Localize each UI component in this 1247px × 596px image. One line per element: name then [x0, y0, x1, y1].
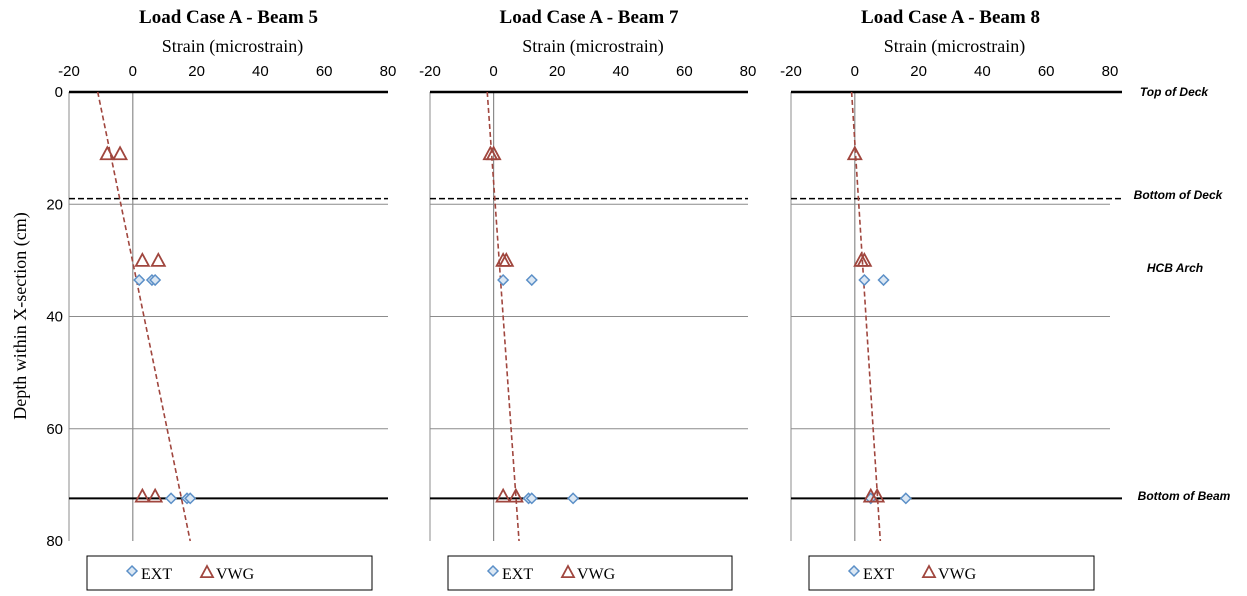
ext-point	[133, 273, 146, 287]
vwg-point	[134, 251, 151, 267]
x-tick-label: 0	[851, 63, 859, 80]
legend-ext-icon	[125, 564, 139, 578]
chart-title: Load Case A - Beam 8	[861, 7, 1040, 28]
x-tick-label: 0	[489, 63, 497, 80]
x-axis-label: Strain (microstrain)	[884, 36, 1025, 57]
x-tick-label: 20	[910, 63, 927, 80]
annotation-bottom-of-beam: Bottom of Beam	[1138, 489, 1231, 503]
chart-title: Load Case A - Beam 7	[500, 7, 679, 28]
y-axis-label: Depth within X-section (cm)	[10, 212, 31, 419]
legend-ext-icon	[847, 564, 861, 578]
legend-ext-icon	[486, 564, 500, 578]
vwg-point	[112, 145, 129, 161]
ext-point	[165, 492, 178, 505]
ext-point	[149, 273, 162, 287]
trendline	[486, 91, 520, 542]
vwg-point	[495, 487, 512, 503]
y-tick-label: 60	[46, 421, 63, 438]
y-tick-label: 20	[46, 196, 63, 213]
vwg-point	[150, 251, 167, 267]
x-axis-label: Strain (microstrain)	[162, 36, 303, 57]
x-tick-label: 40	[252, 63, 269, 80]
legend-vwg-icon	[921, 564, 937, 578]
x-tick-label: 20	[549, 63, 566, 80]
vwg-point	[856, 251, 873, 267]
y-tick-label: 0	[55, 84, 63, 101]
annotation-top-of-deck: Top of Deck	[1140, 85, 1210, 99]
chart-title: Load Case A - Beam 5	[139, 7, 318, 28]
x-axis-label: Strain (microstrain)	[522, 36, 663, 57]
chart-panel-1: Load Case A - Beam 5 Strain (microstrain)…	[46, 7, 397, 591]
ext-point	[497, 273, 510, 287]
legend-ext-label: EXT	[502, 566, 533, 583]
x-tick-label: 60	[1038, 63, 1055, 80]
trendline	[96, 91, 192, 542]
annotation-hcb-arch: HCB Arch	[1147, 261, 1203, 275]
vwg-point	[869, 487, 886, 503]
vwg-point	[99, 145, 116, 161]
ext-point	[525, 273, 538, 287]
x-tick-label: -20	[58, 63, 80, 80]
vwg-point	[846, 145, 863, 161]
charts-layer: Load Case A - Beam 5 Strain (microstrain)…	[46, 7, 1122, 591]
vwg-point	[485, 145, 502, 161]
x-tick-label: 60	[316, 63, 333, 80]
legend-vwg-icon	[199, 564, 215, 578]
x-tick-label: 40	[974, 63, 991, 80]
ext-point	[184, 492, 197, 505]
x-tick-label: 80	[1102, 63, 1119, 80]
annotation-bottom-of-deck: Bottom of Deck	[1134, 188, 1224, 202]
chart-panel-2: Load Case A - Beam 7 Strain (microstrain)…	[419, 7, 757, 591]
x-tick-label: -20	[419, 63, 441, 80]
y-tick-label: 40	[46, 309, 63, 326]
legend-vwg-label: VWG	[577, 566, 616, 583]
ext-point	[858, 273, 871, 287]
x-tick-label: 60	[676, 63, 693, 80]
legend-ext-label: EXT	[141, 566, 172, 583]
ext-point	[899, 492, 912, 505]
x-tick-label: 80	[740, 63, 757, 80]
ext-point	[567, 492, 580, 505]
vwg-point	[134, 487, 151, 503]
x-tick-label: -20	[780, 63, 802, 80]
annotations: Top of Deck Bottom of Deck HCB Arch Bott…	[1134, 85, 1231, 503]
legend-vwg-label: VWG	[216, 566, 255, 583]
legend-ext-label: EXT	[863, 566, 894, 583]
vwg-point	[147, 487, 164, 503]
x-tick-label: 0	[129, 63, 137, 80]
vwg-point	[507, 487, 524, 503]
chart-panel-3: Load Case A - Beam 8 Strain (microstrain)…	[780, 7, 1122, 591]
vwg-point	[498, 251, 515, 267]
trendline	[850, 91, 882, 542]
x-tick-label: 20	[188, 63, 205, 80]
ext-point	[525, 492, 538, 505]
legend-vwg-label: VWG	[938, 566, 977, 583]
ext-point	[877, 273, 890, 287]
legend-vwg-icon	[560, 564, 576, 578]
y-tick-label: 80	[46, 533, 63, 550]
x-tick-label: 40	[612, 63, 629, 80]
x-tick-label: 80	[380, 63, 397, 80]
